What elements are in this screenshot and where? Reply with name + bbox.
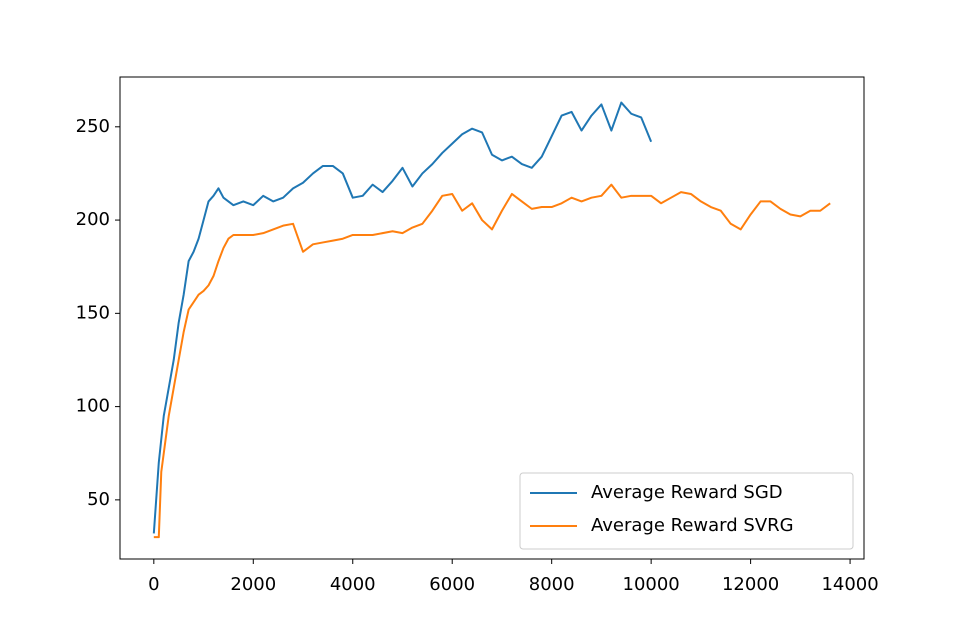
legend-label: Average Reward SGD — [591, 482, 783, 503]
legend-label: Average Reward SVRG — [591, 515, 794, 536]
series-line — [152, 101, 653, 534]
x-tick-label: 10000 — [623, 574, 680, 595]
x-tick-label: 4000 — [330, 574, 376, 595]
plot-frame — [119, 76, 865, 560]
y-tick-label: 100 — [76, 396, 110, 417]
legend-box — [519, 472, 854, 550]
y-tick-label: 150 — [76, 302, 110, 323]
y-tick-label: 50 — [87, 489, 110, 510]
x-tick-label: 8000 — [529, 574, 575, 595]
y-tick-label: 250 — [76, 116, 110, 137]
x-tick-label: 14000 — [821, 574, 878, 595]
x-tick-label: 6000 — [429, 574, 475, 595]
x-tick-label: 12000 — [722, 574, 779, 595]
series-line — [153, 183, 831, 539]
x-tick-label: 2000 — [230, 574, 276, 595]
y-tick-label: 200 — [76, 209, 110, 230]
x-tick-label: 0 — [148, 574, 159, 595]
